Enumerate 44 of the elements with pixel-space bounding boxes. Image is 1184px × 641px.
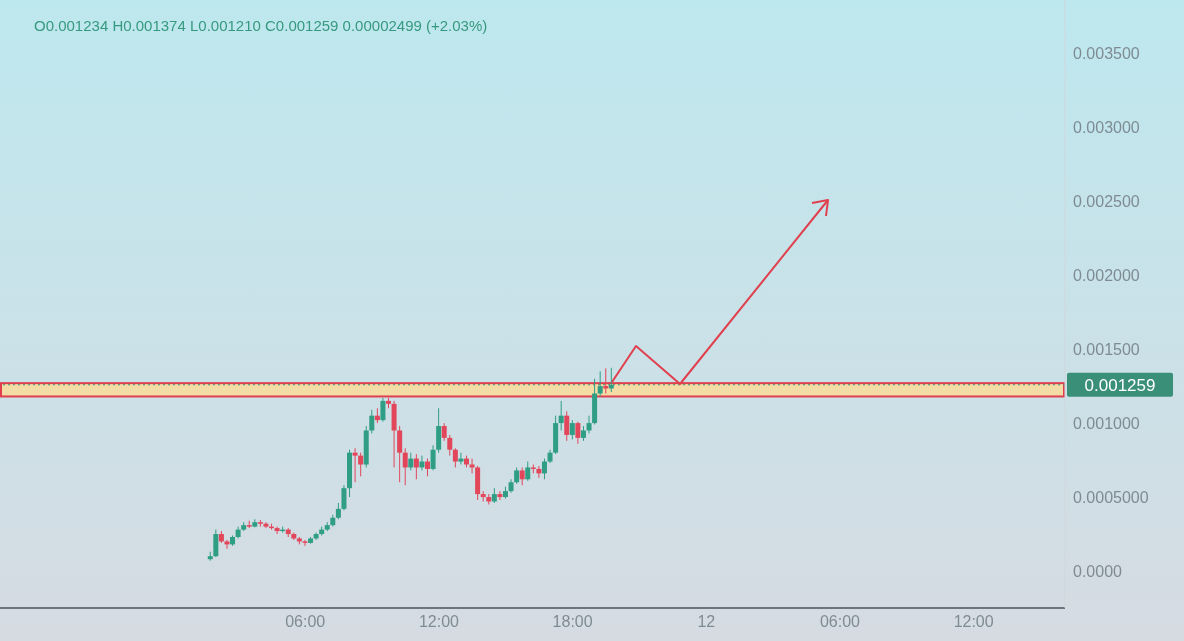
- y-tick-label: 0.001000: [1073, 414, 1140, 432]
- candlestick: [358, 452, 364, 477]
- x-tick-label: 12:00: [953, 613, 994, 631]
- ref-line-label: 0.001259: [1084, 375, 1156, 395]
- x-tick-label: 12: [697, 613, 716, 631]
- candlestick: [586, 415, 592, 434]
- candlestick: [369, 409, 375, 434]
- candlestick: [352, 447, 358, 483]
- candlestick: [430, 444, 436, 471]
- text: O0.001234 H0.001374 L0.001210 C0.001259 0.00002499 (+2.03%): [34, 17, 488, 34]
- y-tick-label: 0.003000: [1073, 118, 1140, 136]
- candlestick: [302, 539, 308, 547]
- candlestick: [541, 458, 547, 480]
- candlestick: [569, 419, 575, 440]
- candlestick: [274, 526, 280, 535]
- candlestick: [597, 370, 603, 397]
- candlestick: [224, 539, 230, 550]
- candlestick: [397, 425, 403, 483]
- x-tick-label: 06:00: [285, 613, 326, 631]
- candlestick: [447, 434, 453, 457]
- candlestick: [263, 521, 269, 529]
- y-tick-label: 0.0000: [1073, 562, 1123, 580]
- candlestick: [413, 453, 419, 480]
- candlestick: [402, 447, 408, 486]
- y-tick-label: 0.002000: [1073, 266, 1140, 284]
- x-tick-label: 06:00: [819, 613, 861, 631]
- candlestick: [536, 465, 542, 479]
- y-tick-label: 0.0005000: [1073, 488, 1149, 506]
- y-tick-label: 0.002500: [1073, 192, 1140, 210]
- y-tick-label: 0.001500: [1073, 340, 1140, 358]
- candlestick: [558, 400, 564, 431]
- candlestick: [564, 410, 570, 442]
- candlestick: [575, 421, 581, 445]
- candlestick: [458, 452, 464, 466]
- y-tick-label: 0.003500: [1073, 44, 1140, 62]
- x-tick-label: 12:00: [418, 613, 460, 631]
- candlestick: [380, 397, 386, 423]
- candlestick: [452, 447, 458, 468]
- x-tick-label: 18:00: [552, 613, 593, 631]
- candlestick: [213, 529, 219, 558]
- candlestick: [497, 490, 503, 501]
- candlestick: [436, 407, 442, 454]
- candlestick: [525, 461, 531, 482]
- candlestick: [341, 484, 347, 511]
